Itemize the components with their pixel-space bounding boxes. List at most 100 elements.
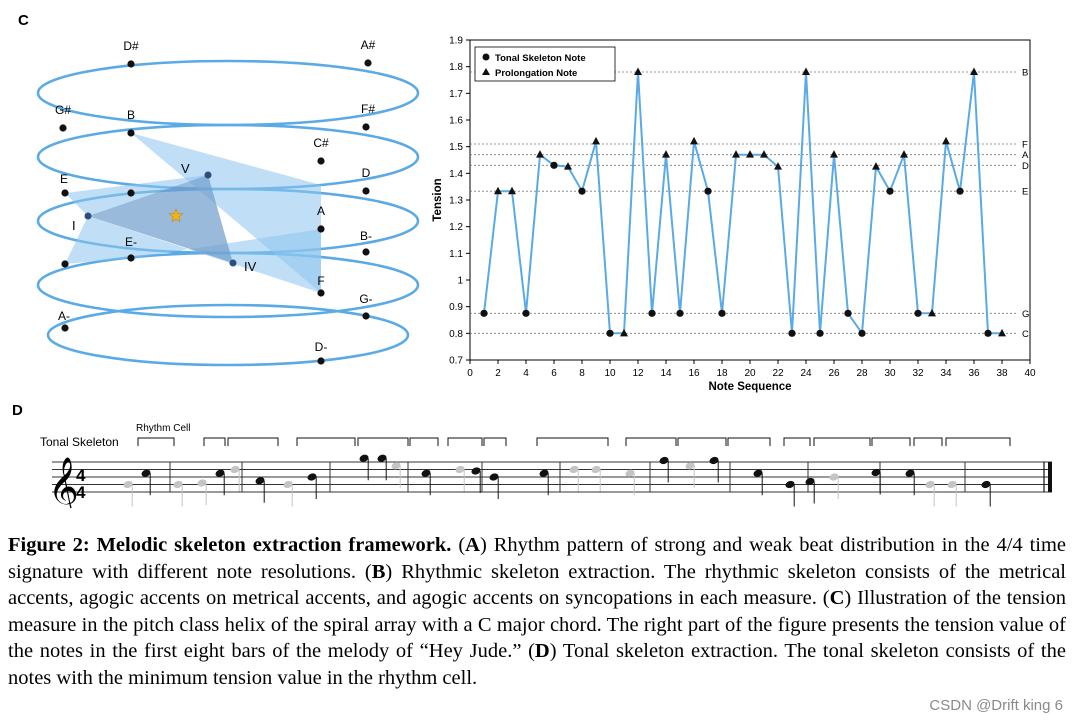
pitch-label-A#: A# — [361, 38, 376, 52]
triangle-c-major — [65, 175, 208, 216]
helix-loop-5 — [46, 303, 410, 367]
prolongation-point — [634, 67, 642, 75]
y-tick-label: 1.1 — [449, 249, 463, 260]
x-tick-label: 36 — [968, 368, 980, 379]
prolongation-note — [829, 473, 839, 481]
tonal-skeleton-score: Tonal Skeleton Rhythm Cell 𝄞 4 4 — [30, 418, 1060, 519]
prolongation-point — [760, 150, 768, 158]
triangle-f-major — [65, 216, 321, 293]
prolongation-point — [998, 328, 1006, 337]
rhythm-cell-bracket — [813, 437, 871, 446]
prolongation-note — [685, 462, 695, 470]
prolongation-point — [900, 150, 908, 158]
tonal-skeleton-point — [886, 187, 894, 195]
y-tick-label: 0.7 — [449, 356, 463, 367]
prolongation-point — [690, 136, 698, 145]
prolongation-point — [774, 162, 782, 170]
pitch-label-F#: F# — [361, 102, 375, 116]
prolongation-note — [455, 465, 465, 474]
prolongation-point — [662, 150, 670, 158]
triangle-tonic-triad — [88, 175, 233, 263]
tonal-skeleton-point — [480, 309, 488, 317]
pitch-label-G#: G# — [55, 103, 71, 117]
prolongation-point — [732, 150, 740, 158]
skeleton-note — [471, 467, 481, 475]
caption-fig-label: Figure 2: — [8, 534, 90, 556]
prolongation-note — [230, 465, 240, 474]
caption-text-2: ) Rhythm pattern of strong and weak beat… — [8, 534, 1067, 583]
time-signature-bottom: 4 — [76, 483, 86, 502]
helix-shapes — [36, 59, 420, 367]
legend-box — [474, 46, 616, 82]
prolongation-note — [197, 479, 207, 487]
rhythm-cell-bracket — [137, 437, 175, 446]
legend-marker-circle — [482, 53, 490, 61]
score-svg: Tonal Skeleton Rhythm Cell 𝄞 4 4 — [40, 423, 1052, 519]
tonal-skeleton-point — [578, 187, 586, 195]
tonal-skeleton-point — [606, 329, 614, 337]
legend-entry-tonal: Tonal Skeleton Note — [495, 53, 586, 64]
panel-c-label: C — [18, 12, 29, 29]
helix-svg: I IV V D# A# G# F# B C# G D E A C B- E- F A- G- D- — [36, 38, 420, 367]
pitch-point-A# — [364, 59, 372, 67]
tonal-skeleton-point — [704, 187, 712, 195]
x-tick-label: 18 — [716, 368, 728, 379]
prolongation-note — [283, 480, 293, 489]
tension-series-line — [483, 71, 1002, 337]
tonal-skeleton-point — [718, 309, 726, 317]
prolongation-note — [569, 465, 579, 474]
prolongation-point — [872, 162, 880, 170]
rhythm-cell-bracket — [677, 437, 727, 446]
tension-chart-svg: 0.70.80.911.11.21.31.41.51.61.71.81.90 2 4… — [432, 36, 1036, 394]
reference-label-E: E — [1022, 187, 1028, 198]
skeleton-note — [359, 454, 369, 462]
rhythm-cell-bracket — [945, 437, 1011, 446]
prolongation-point — [802, 67, 810, 75]
legend-marker-triangle — [482, 68, 490, 75]
tonal-skeleton-point — [676, 309, 684, 317]
x-tick-label: 8 — [579, 368, 585, 379]
prolongation-point — [564, 162, 572, 170]
pitch-label-C#: C# — [313, 136, 329, 150]
x-tick-label: 20 — [744, 368, 756, 379]
spiral-array-helix: I IV V D# A# G# F# B C# G D E A C B- E- F A- G- D- — [28, 35, 420, 375]
pitch-point-G# — [59, 124, 67, 132]
y-tick-label: 1.7 — [449, 89, 463, 100]
prolongation-point — [592, 136, 600, 145]
skeleton-note — [215, 469, 225, 477]
reference-label-A: A — [1022, 150, 1029, 161]
caption-b: B — [371, 560, 386, 583]
x-tick-label: 6 — [551, 368, 557, 379]
rhythm-cell-bracket — [536, 437, 609, 446]
reference-label-F: F — [1022, 140, 1028, 151]
pitch-point-A — [317, 225, 325, 233]
pitch-point-F — [317, 289, 325, 297]
pitch-point-A- — [61, 324, 69, 332]
pitch-point-G- — [362, 312, 370, 320]
treble-clef-icon: 𝄞 — [48, 457, 79, 508]
y-axis-label: Tension — [432, 178, 444, 221]
prolongation-point — [508, 186, 516, 195]
y-tick-label: 1.5 — [449, 142, 463, 153]
x-tick-label: 30 — [884, 368, 896, 379]
pitch-label-E-: E- — [125, 235, 137, 249]
prolongation-note — [591, 465, 601, 474]
plot-area — [469, 39, 1031, 361]
tonal-skeleton-point — [788, 329, 796, 337]
reference-label-G: G — [1022, 309, 1029, 320]
skeleton-note — [659, 456, 669, 465]
triad-label-V: V — [181, 161, 190, 176]
center-star-icon — [168, 208, 184, 223]
caption-text-1: ( — [451, 534, 466, 556]
prolongation-point — [494, 186, 502, 195]
skeleton-note — [489, 473, 499, 481]
skeleton-note — [805, 477, 815, 486]
tonal-skeleton-point — [844, 309, 852, 317]
caption-a: A — [465, 534, 480, 556]
prolongation-note — [391, 462, 401, 470]
x-tick-label: 26 — [828, 368, 840, 379]
tonal-skeleton-point — [816, 329, 824, 337]
pitch-label-D: D — [362, 166, 371, 180]
y-tick-label: 1.2 — [449, 222, 463, 233]
watermark: CSDN @Drift king 6 — [929, 697, 1063, 714]
